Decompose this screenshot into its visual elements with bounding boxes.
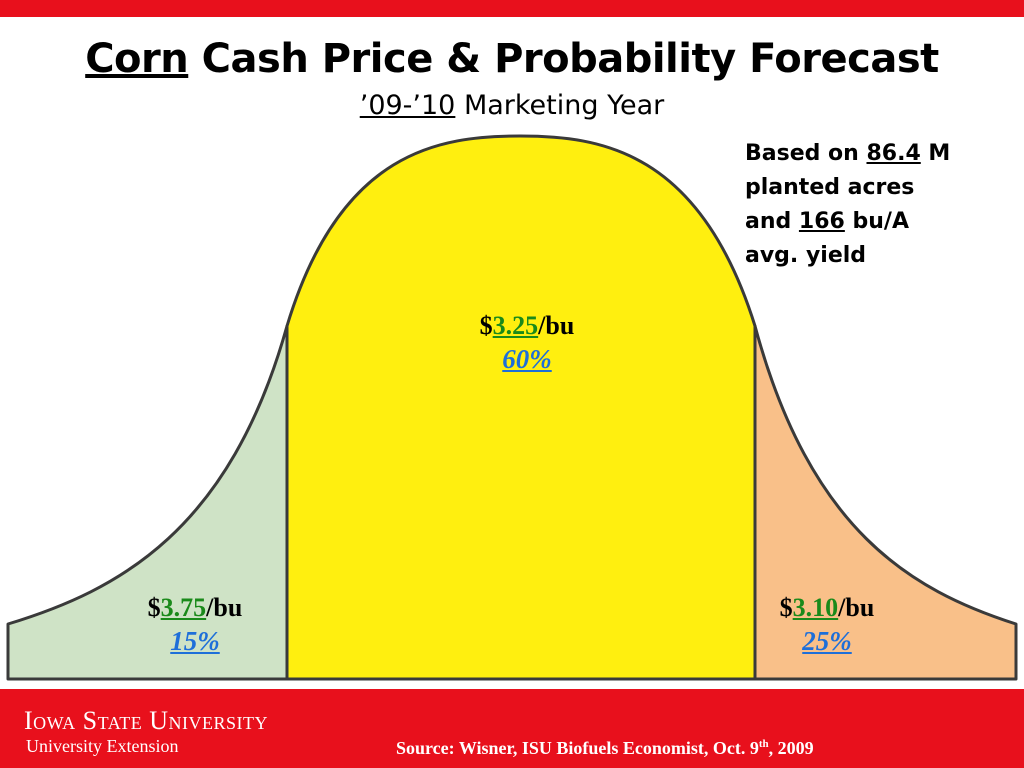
page-title: Corn Cash Price & Probability Forecast — [0, 36, 1024, 82]
right-price: 3.10 — [792, 593, 839, 622]
page-subtitle: ’09-’10 Marketing Year — [0, 90, 1024, 121]
footer-bar — [0, 689, 1024, 768]
note-line-1: Based on 86.4 M — [745, 141, 951, 166]
yield-value: 166 — [798, 209, 845, 234]
right-price-label: $3.10/bu 25% — [720, 592, 934, 658]
center-probability: 60% — [502, 344, 552, 374]
title-crop: Corn — [85, 36, 189, 82]
top-accent-bar — [0, 0, 1024, 17]
region-left-tail — [6, 324, 289, 681]
title-rest: Cash Price & Probability Forecast — [188, 36, 940, 82]
planted-acres-value: 86.4 — [866, 141, 921, 166]
region-right-tail — [753, 324, 1018, 681]
subtitle-year: ’09-’10 — [359, 90, 456, 121]
university-extension-label: University Extension — [26, 736, 179, 756]
note-line-2: planted acres — [745, 175, 915, 200]
region-center — [285, 134, 757, 681]
assumptions-note: Based on 86.4 M planted acres and 166 bu… — [745, 137, 1015, 273]
center-price: 3.25 — [492, 311, 539, 340]
source-citation: Source: Wisner, ISU Biofuels Economist, … — [396, 738, 814, 758]
center-price-label: $3.25/bu 60% — [420, 310, 634, 376]
subtitle-rest: Marketing Year — [455, 90, 665, 121]
university-logo-name: Iowa State University — [24, 706, 268, 735]
left-price-label: $3.75/bu 15% — [88, 592, 302, 658]
note-line-4: avg. yield — [745, 243, 867, 268]
note-line-3: and 166 bu/A — [745, 209, 909, 234]
left-probability: 15% — [170, 626, 220, 656]
right-probability: 25% — [802, 626, 852, 656]
left-price: 3.75 — [160, 593, 207, 622]
